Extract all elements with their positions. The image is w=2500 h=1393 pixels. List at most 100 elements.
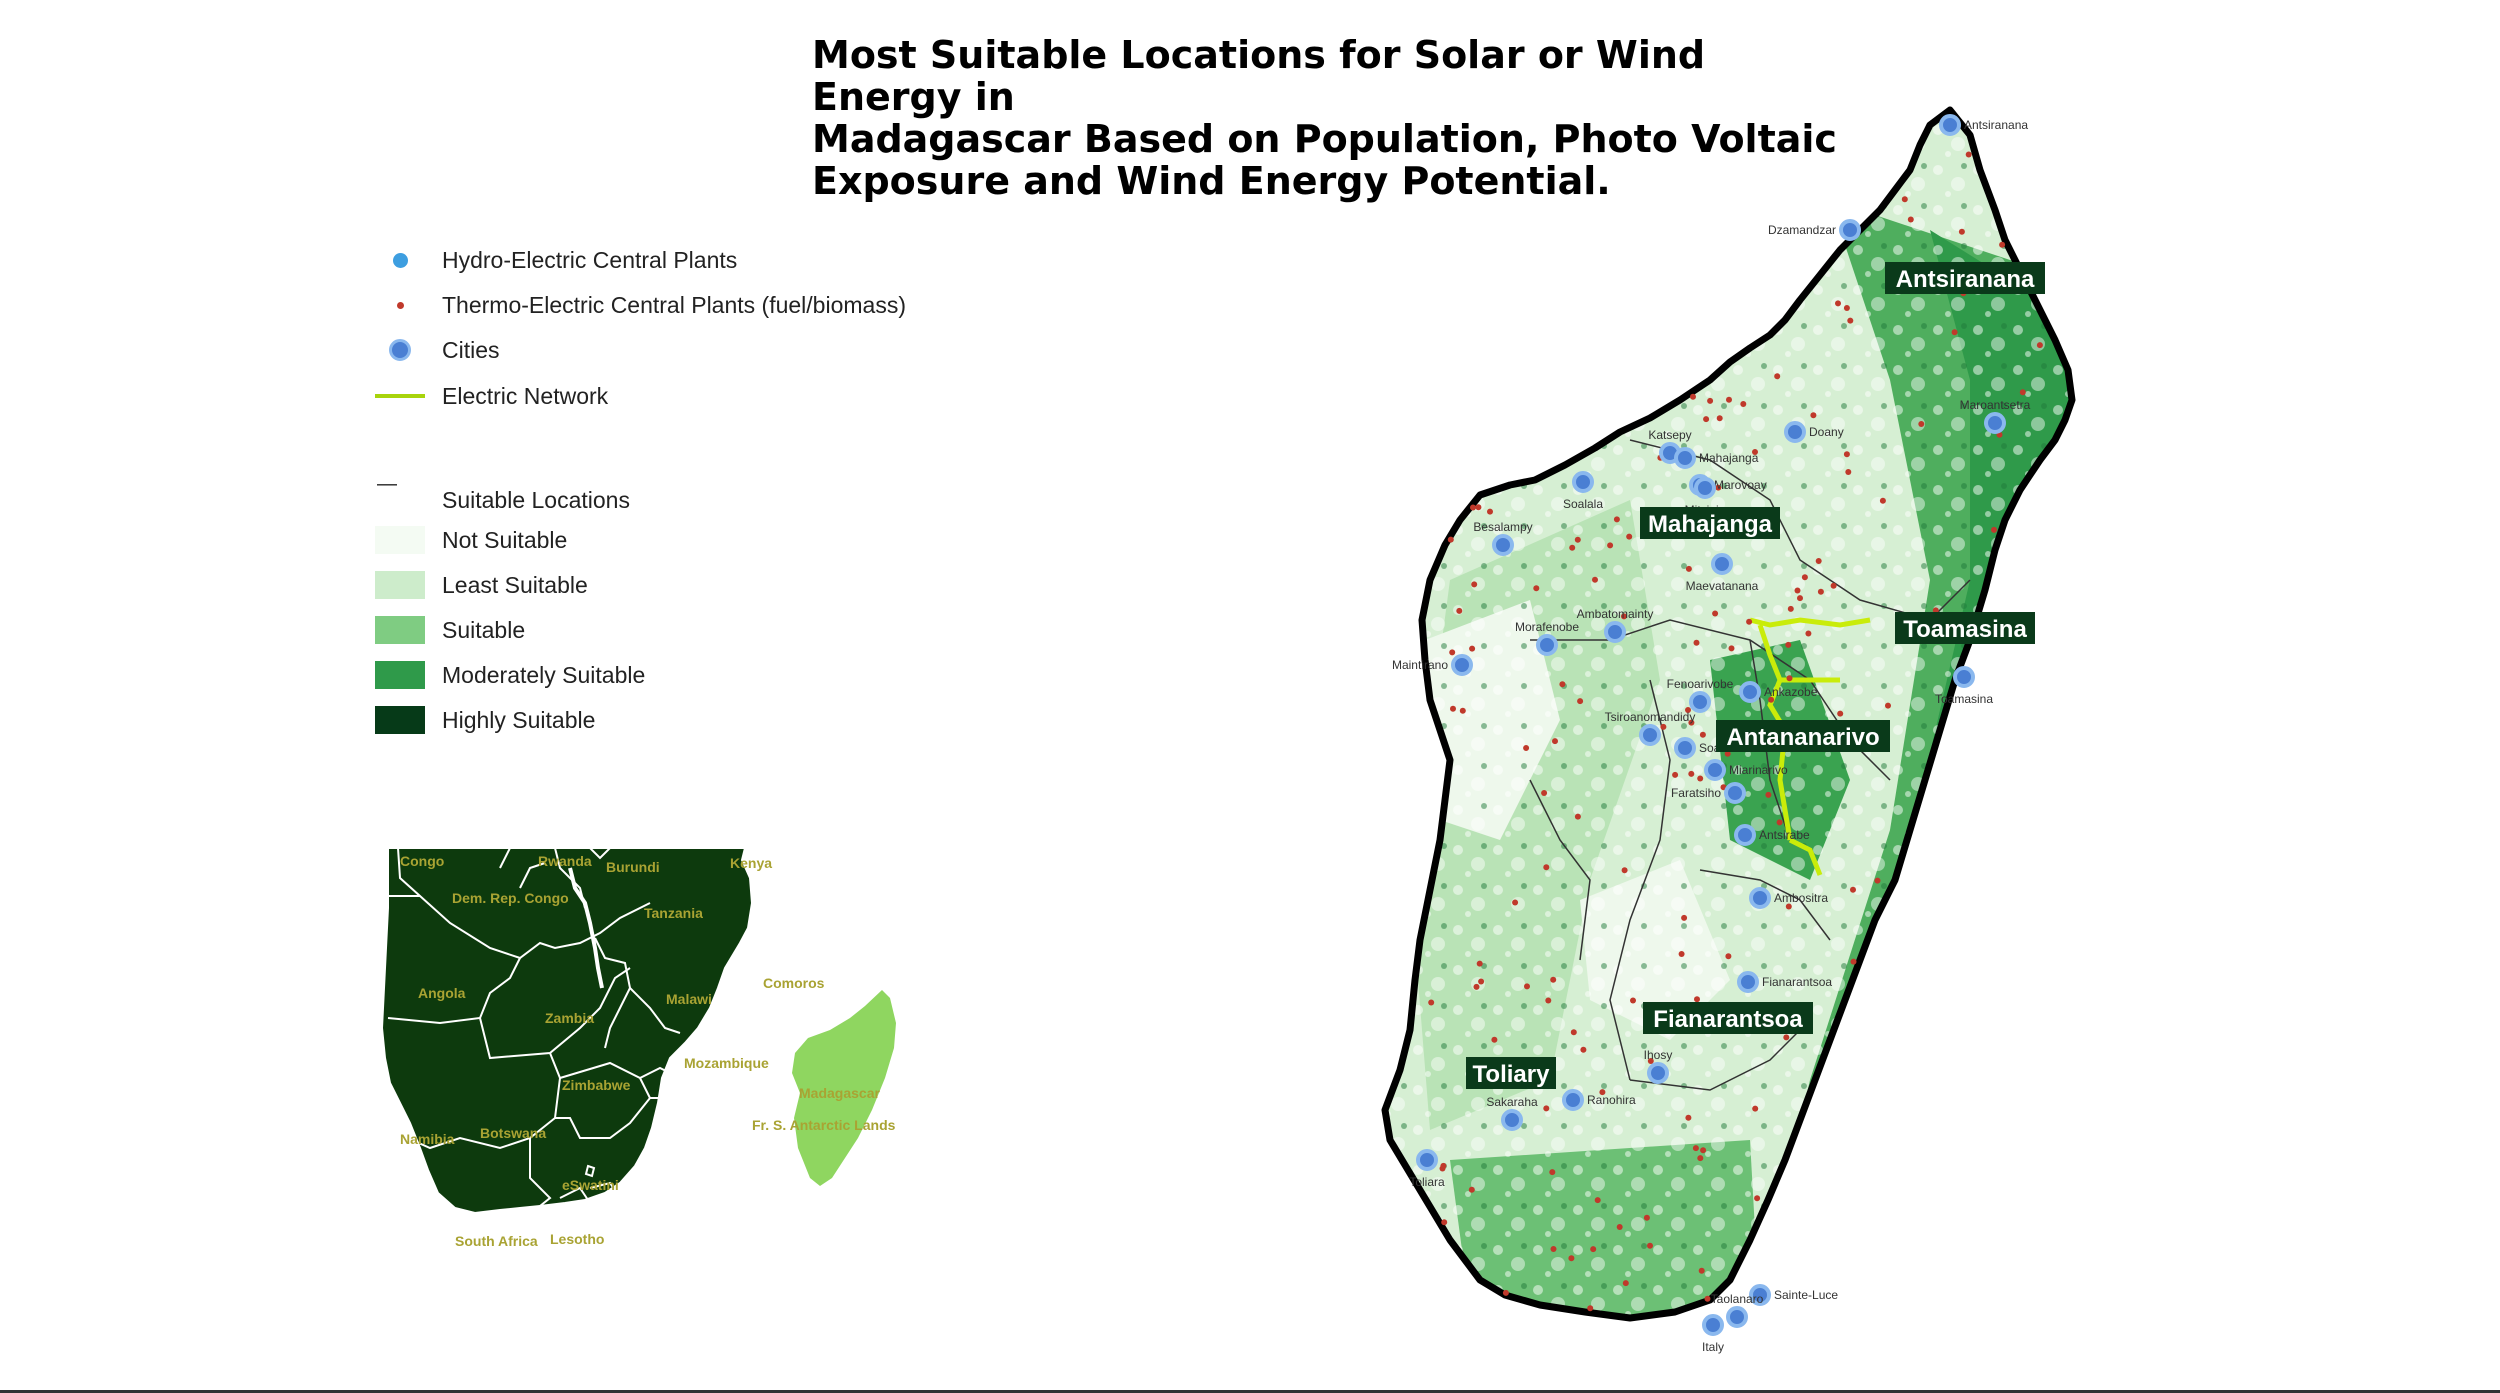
thermo-plant-icon <box>1879 497 1886 504</box>
city-icon <box>1451 654 1473 676</box>
city-label: Katsepy <box>1648 428 1691 442</box>
inset-label-malawi: Malawi <box>666 991 712 1007</box>
thermo-plant-icon <box>1613 516 1620 523</box>
city-label: Mahajanga <box>1699 451 1759 465</box>
thermo-plant-icon <box>1699 731 1706 738</box>
thermo-plant-icon <box>1647 1242 1653 1249</box>
city-marker: Ranohira <box>1562 1089 1636 1111</box>
thermo-plant-icon <box>1672 771 1679 778</box>
thermo-plant-icon <box>1907 216 1914 223</box>
region-label-antananarivo: Antananarivo <box>1726 724 1879 751</box>
thermo-plant-icon <box>396 301 404 309</box>
thermo-plant-icon <box>1570 1029 1577 1036</box>
thermo-plant-icon <box>1999 241 2006 248</box>
cities-layer: Antsiranana Dzamandzar Katsepy Mahajanga Mar… <box>1392 114 2031 1354</box>
thermo-plant-icon <box>1768 696 1775 703</box>
thermo-plant-icon <box>1543 1105 1550 1112</box>
thermo-plant-icon <box>1577 698 1584 705</box>
thermo-plant-icon <box>1574 536 1581 543</box>
city-icon <box>1572 471 1594 493</box>
city-icon <box>1674 447 1696 469</box>
thermo-plant-icon <box>1801 574 1808 581</box>
city-marker: Italy <box>1702 1314 1724 1354</box>
inset-label-botswana: Botswana <box>480 1125 546 1141</box>
city-label: Maroantsetra <box>1960 398 2031 412</box>
thermo-plant-icon <box>1830 582 1837 589</box>
city-marker: Ambatomainty <box>1577 607 1653 643</box>
thermo-plant-icon <box>1621 613 1627 620</box>
region-label-antsiranana: Antsiranana <box>1896 266 2035 293</box>
thermo-plant-icon <box>1703 416 1710 423</box>
thermo-plant-icon <box>1787 605 1794 612</box>
inset-madagascar <box>792 990 896 1186</box>
legend-hydro-label: Hydro-Electric Central Plants <box>442 246 738 273</box>
city-icon <box>1749 1284 1771 1306</box>
city-label: Soalala <box>1563 497 1603 511</box>
city-icon <box>1726 1306 1748 1328</box>
region-label-toliary: Toliary <box>1473 1061 1551 1088</box>
thermo-plant-icon <box>1468 1186 1475 1193</box>
city-marker: Morafenobe <box>1515 620 1579 656</box>
legend-class-label: Least Suitable <box>442 571 588 598</box>
city-marker: Sainte-Luce <box>1749 1284 1838 1306</box>
thermo-plant-icon <box>2036 342 2043 349</box>
city-label: Ranohira <box>1587 1093 1636 1107</box>
city-label: Italy <box>1702 1340 1724 1354</box>
city-icon <box>1784 421 1806 443</box>
thermo-plant-icon <box>1774 373 1781 380</box>
city-marker: Maroantsetra <box>1960 398 2031 434</box>
thermo-plant-icon <box>1685 707 1691 713</box>
thermo-plant-icon <box>1817 588 1824 595</box>
city-marker: Dzamandzar <box>1768 219 1861 241</box>
thermo-plant-icon <box>1754 1195 1761 1202</box>
city-icon <box>1562 1089 1584 1111</box>
thermo-plant-icon <box>1491 1036 1498 1043</box>
thermo-plant-icon <box>1543 864 1550 871</box>
thermo-plant-icon <box>1951 329 1958 336</box>
thermo-plant-icon <box>1704 1295 1711 1302</box>
thermo-plant-icon <box>1850 886 1856 893</box>
thermo-plant-icon <box>1688 719 1695 726</box>
city-label: Doany <box>1809 425 1844 439</box>
thermo-plant-icon <box>1681 914 1688 921</box>
thermo-plants-layer <box>1428 151 2043 1312</box>
thermo-plant-icon <box>1599 1089 1606 1096</box>
electric-network-icon <box>375 394 425 398</box>
thermo-plant-icon <box>1918 421 1925 427</box>
thermo-plant-icon <box>1473 983 1480 990</box>
city-label: Dzamandzar <box>1768 223 1836 237</box>
thermo-plant-icon <box>1785 903 1792 910</box>
thermo-plant-icon <box>1685 565 1692 572</box>
inset-label-burundi: Burundi <box>606 859 660 875</box>
inset-label-drc: Dem. Rep. Congo <box>452 890 569 906</box>
thermo-plant-icon <box>1616 1224 1623 1230</box>
thermo-plant-icon <box>1776 819 1783 826</box>
city-marker: Sakaraha <box>1486 1095 1538 1131</box>
inset-label-rwanda: Rwanda <box>538 853 592 869</box>
swatch-suitable <box>375 616 425 644</box>
city-label: Fenoarivobe <box>1667 677 1734 691</box>
hydro-plant-icon <box>392 252 408 268</box>
thermo-plant-icon <box>1533 585 1540 592</box>
inset-label-tanzania: Tanzania <box>644 905 703 921</box>
city-label: Morafenobe <box>1515 620 1579 634</box>
city-icon <box>1702 1314 1724 1336</box>
city-icon <box>1737 971 1759 993</box>
thermo-plant-icon <box>1765 791 1772 798</box>
legend-suitable-header-label: Suitable Locations <box>442 486 630 513</box>
city-marker: Mahajanga <box>1674 447 1759 469</box>
thermo-plant-icon <box>1450 705 1456 712</box>
thermo-plant-icon <box>1752 1105 1759 1112</box>
city-label: Toamasina <box>1935 692 1993 706</box>
inset-label-zambia: Zambia <box>545 1010 594 1026</box>
city-icon <box>1689 691 1711 713</box>
thermo-plant-icon <box>1693 639 1700 646</box>
city-icon <box>1839 219 1861 241</box>
thermo-plant-icon <box>1850 958 1857 965</box>
thermo-plant-icon <box>1568 1255 1575 1262</box>
city-label: Ambositra <box>1774 891 1828 905</box>
thermo-plant-icon <box>1569 544 1576 551</box>
inset-label-mozambique: Mozambique <box>684 1055 769 1071</box>
city-label: Taolanaro <box>1711 1292 1764 1306</box>
thermo-plant-icon <box>1901 196 1908 203</box>
